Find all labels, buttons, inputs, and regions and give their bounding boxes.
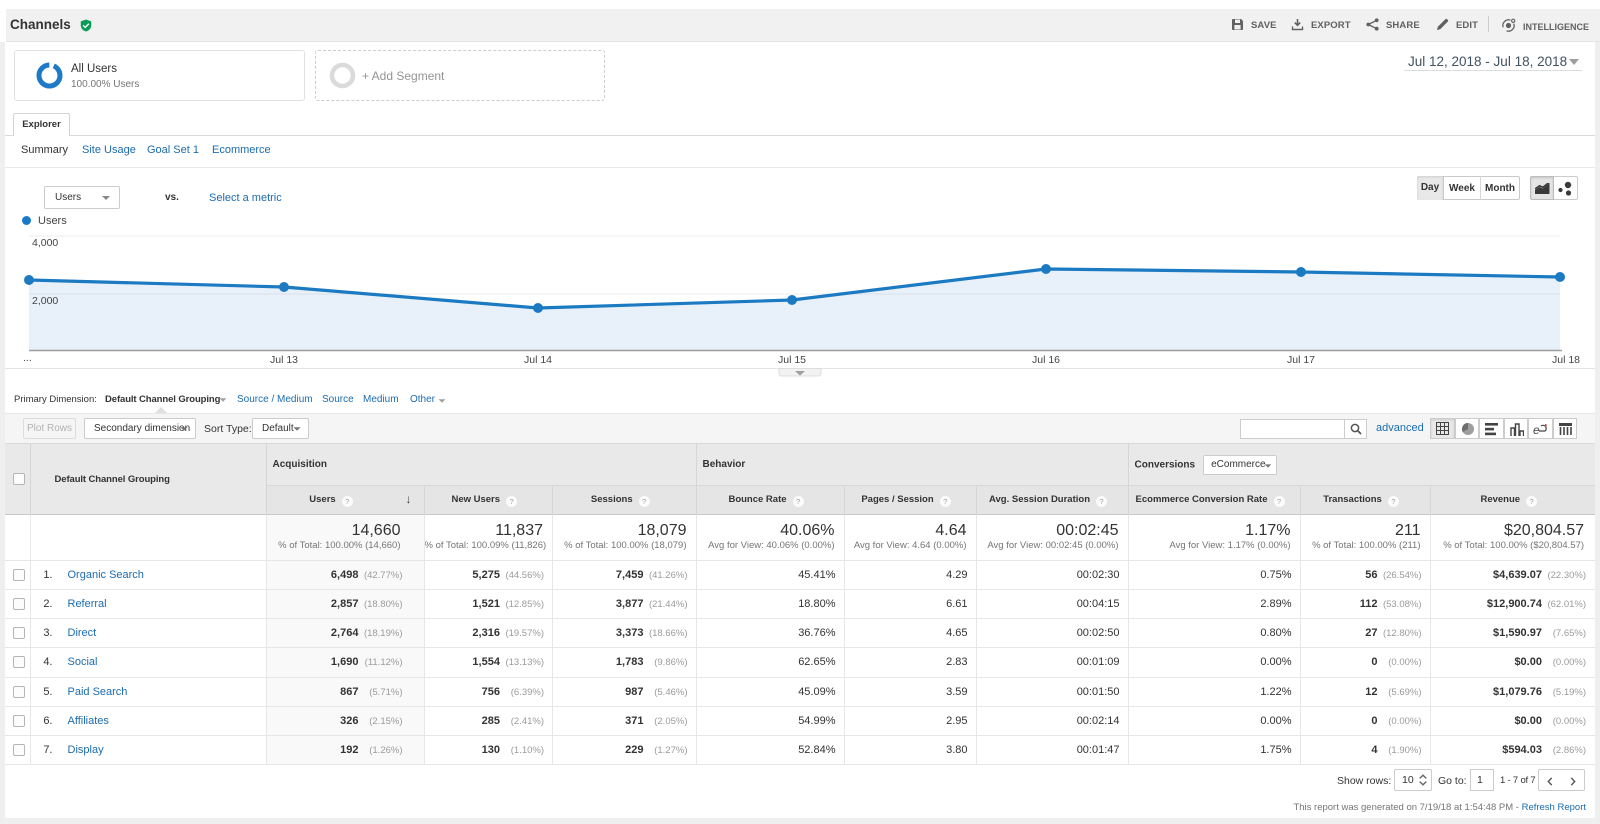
svg-text:Jul 15: Jul 15 (778, 354, 806, 366)
svg-text:2,000: 2,000 (32, 295, 58, 307)
svg-text:Jul 13: Jul 13 (270, 354, 298, 366)
svg-text:e: e (1533, 423, 1540, 436)
svg-text:Jul 17: Jul 17 (1287, 354, 1315, 366)
svg-text:Jul 14: Jul 14 (524, 354, 552, 366)
svg-text:4,000: 4,000 (32, 237, 58, 249)
svg-text:Jul 16: Jul 16 (1032, 354, 1060, 366)
svg-text:...: ... (23, 352, 32, 364)
svg-text:Jul 18: Jul 18 (1552, 354, 1580, 366)
